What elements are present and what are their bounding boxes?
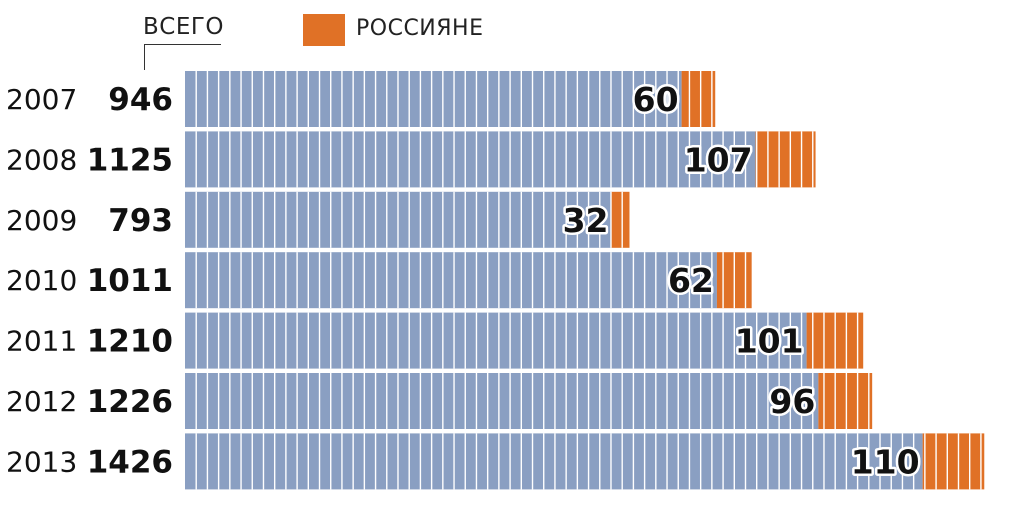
total-value-label: 946 — [108, 82, 173, 118]
year-label: 2008 — [6, 143, 77, 176]
legend-total-bracket — [144, 44, 221, 70]
year-label: 2010 — [6, 264, 77, 297]
year-label: 2012 — [6, 385, 77, 418]
bar-total-segment — [185, 312, 807, 369]
legend-russians-swatch — [303, 14, 345, 46]
total-value-label: 1125 — [87, 142, 173, 178]
bar-total-segment — [185, 373, 819, 429]
bar-total-segment — [185, 252, 717, 309]
bar-total-segment — [185, 131, 756, 188]
year-label: 2009 — [6, 204, 77, 237]
russians-value-label: 107 — [684, 140, 753, 179]
year-label: 2007 — [6, 83, 77, 116]
bar-russians-segment — [922, 433, 985, 490]
total-value-label: 793 — [108, 203, 173, 239]
legend-russians-label: РОССИЯНЕ — [356, 16, 484, 41]
year-label: 2011 — [6, 325, 77, 358]
total-value-label: 1011 — [87, 263, 173, 299]
bar-russians-segment — [681, 71, 716, 127]
russians-value-label: 62 — [668, 261, 714, 300]
bar-total-segment — [185, 71, 682, 127]
russians-value-label: 96 — [769, 382, 815, 421]
legend-total-label: ВСЕГО — [143, 14, 225, 40]
bar-russians-segment — [611, 191, 630, 248]
total-value-label: 1426 — [87, 444, 173, 480]
bar-russians-segment — [755, 131, 816, 188]
russians-value-label: 32 — [563, 201, 609, 240]
bar-total-segment — [185, 433, 923, 490]
russians-value-label: 110 — [851, 442, 920, 481]
year-label: 2013 — [6, 445, 77, 478]
total-value-label: 1210 — [87, 324, 173, 360]
bar-russians-segment — [818, 373, 873, 429]
russians-value-label: 60 — [633, 80, 679, 119]
russians-value-label: 101 — [735, 322, 804, 361]
total-value-label: 1226 — [87, 384, 173, 420]
